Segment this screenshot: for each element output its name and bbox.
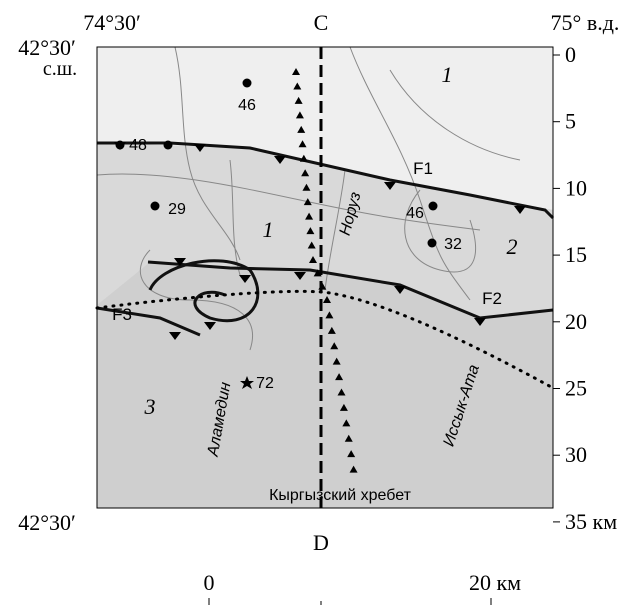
map-label: 48 — [129, 137, 147, 154]
scale-label: 30 — [565, 442, 587, 467]
scale-label: 35 км — [565, 509, 617, 534]
scale-bar-label: 0 — [204, 570, 215, 595]
map-label: F1 — [413, 159, 433, 178]
map-label: 2 — [507, 234, 518, 259]
point — [151, 202, 160, 211]
point — [429, 202, 438, 211]
map-figure: 74°30′C75° в.д.42°30′с.ш.42°30′D05101520… — [0, 0, 639, 605]
map-label: 29 — [168, 201, 186, 218]
map-label: 46 — [238, 97, 256, 114]
map-label: F2 — [482, 289, 502, 308]
map-label: 72 — [256, 375, 274, 392]
scale-label: 20 — [565, 309, 587, 334]
label: 42°30′ — [18, 510, 76, 535]
map-label: 3 — [144, 394, 156, 419]
map-label: 32 — [444, 236, 462, 253]
label: D — [313, 530, 329, 555]
point — [428, 239, 437, 248]
scale-bar-label: 20 км — [469, 570, 521, 595]
point — [243, 79, 252, 88]
point — [164, 141, 173, 150]
map-label: 1 — [263, 217, 274, 242]
label: 75° в.д. — [551, 10, 620, 35]
scale-label: 10 — [565, 175, 587, 200]
map-label: 1 — [442, 62, 453, 87]
map-label: F3 — [112, 305, 132, 324]
label: C — [314, 10, 329, 35]
label: 42°30′ — [18, 35, 76, 60]
label: с.ш. — [43, 58, 77, 80]
map-label: Кыргызский хребет — [269, 487, 412, 504]
scale-label: 15 — [565, 242, 587, 267]
scale-label: 25 — [565, 376, 587, 401]
scale-label: 0 — [565, 42, 576, 67]
scale-label: 5 — [565, 109, 576, 134]
map-label: 46 — [406, 205, 424, 222]
label: 74°30′ — [83, 10, 141, 35]
